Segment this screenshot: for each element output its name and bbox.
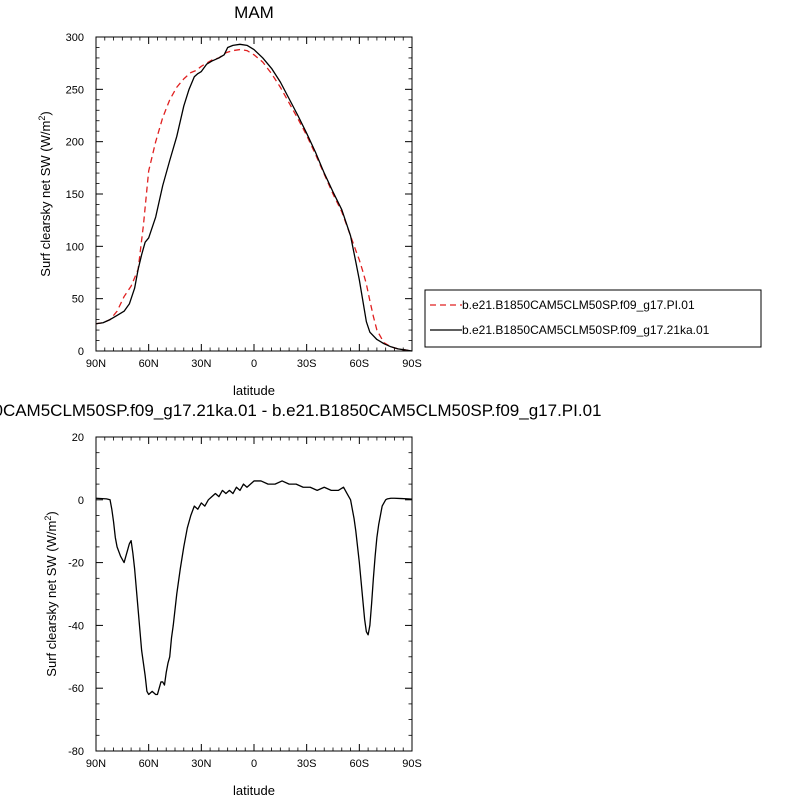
y-tick-label: -40: [68, 620, 84, 632]
x-tick-label: 60N: [139, 358, 159, 370]
x-tick-label: 30N: [191, 358, 211, 370]
x-tick-label: 30S: [297, 358, 317, 370]
bottom-chart-title: b.e21.B1850CAM5CLM50SP.f09_g17.21ka.01 -…: [0, 401, 601, 420]
legend-box: [424, 289, 762, 348]
y-tick-label: 0: [78, 495, 84, 507]
x-tick-label: 60S: [350, 358, 370, 370]
y-tick-label: 300: [66, 32, 84, 44]
x-tick-label: 90S: [402, 758, 422, 770]
x-tick-label: 60N: [139, 758, 159, 770]
y-tick-label: 100: [66, 241, 84, 253]
y-tick-label: -20: [68, 558, 84, 570]
legend-label-pi: b.e21.B1850CAM5CLM50SP.f09_g17.PI.01: [462, 298, 695, 312]
x-tick-label: 0: [251, 358, 257, 370]
series-line-1-0: [95, 480, 413, 696]
x-tick-label: 90N: [86, 358, 106, 370]
y-tick-label: 0: [78, 346, 84, 358]
x-tick-label: 30N: [191, 758, 211, 770]
legend-label-21ka: b.e21.B1850CAM5CLM50SP.f09_g17.21ka.01: [462, 323, 710, 337]
bottom-chart-plot-frame: [95, 436, 413, 752]
y-tick-label: 250: [66, 84, 84, 96]
y-tick-label: -80: [68, 746, 84, 758]
y-tick-label: 50: [72, 294, 84, 306]
top-chart-plot-frame: [95, 36, 413, 352]
bottom-chart-ylabel: Surf clearsky net SW (W/m2): [43, 511, 59, 676]
x-tick-label: 90S: [402, 358, 422, 370]
x-tick-label: 90N: [86, 758, 106, 770]
series-line-0-0: [95, 48, 413, 352]
x-tick-label: 60S: [350, 758, 370, 770]
bottom-chart-xlabel: latitude: [233, 783, 275, 798]
y-tick-label: 150: [66, 189, 84, 201]
x-tick-label: 30S: [297, 758, 317, 770]
top-chart-title: MAM: [234, 3, 274, 22]
bottom-chart-axes: 90N 60N 30N 0 30S 60S 90S -80 -60 -40 -20 0 20: [68, 432, 422, 770]
top-chart-xlabel: latitude: [233, 383, 275, 398]
series-line-0-1: [95, 43, 413, 352]
y-tick-label: -60: [68, 683, 84, 695]
top-chart-ylabel: Surf clearsky net SW (W/m2): [37, 111, 53, 276]
top-chart-series: [95, 43, 413, 352]
top-chart-axes: 90N 60N 30N 0 30S 60S 90S 0 50 100 150 200 250 300: [66, 32, 422, 370]
x-tick-label: 0: [251, 758, 257, 770]
bottom-chart-series: [95, 480, 413, 696]
y-tick-label: 20: [72, 432, 84, 444]
y-tick-label: 200: [66, 137, 84, 149]
